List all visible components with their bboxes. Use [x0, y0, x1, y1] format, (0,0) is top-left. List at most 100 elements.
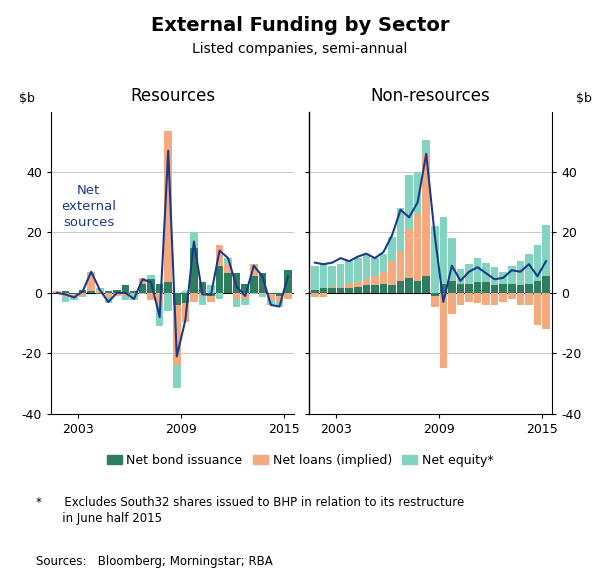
- Bar: [414, 281, 421, 293]
- Bar: [182, 291, 189, 293]
- Bar: [337, 287, 344, 288]
- Bar: [130, 291, 138, 293]
- Bar: [88, 272, 95, 274]
- Bar: [96, 291, 104, 293]
- Bar: [62, 291, 70, 293]
- Bar: [190, 248, 197, 293]
- Bar: [104, 293, 112, 298]
- Bar: [182, 293, 189, 303]
- Bar: [250, 293, 257, 295]
- Bar: [311, 293, 319, 298]
- Bar: [440, 284, 447, 293]
- Bar: [431, 227, 439, 293]
- Bar: [199, 293, 206, 296]
- Bar: [259, 274, 266, 293]
- Bar: [173, 293, 181, 305]
- Text: Listed companies, semi-annual: Listed companies, semi-annual: [193, 42, 407, 56]
- Bar: [216, 245, 223, 266]
- Bar: [224, 264, 232, 274]
- Bar: [284, 293, 292, 299]
- Bar: [70, 293, 78, 295]
- Bar: [346, 261, 353, 284]
- Bar: [148, 293, 155, 301]
- Bar: [199, 282, 206, 293]
- Bar: [491, 285, 499, 293]
- Bar: [113, 290, 121, 293]
- Bar: [457, 293, 464, 305]
- Bar: [457, 269, 464, 284]
- Bar: [371, 258, 379, 276]
- Bar: [388, 285, 396, 293]
- Bar: [104, 298, 112, 303]
- Bar: [499, 293, 507, 302]
- Bar: [474, 282, 481, 293]
- Bar: [397, 251, 404, 281]
- Bar: [491, 293, 499, 305]
- Bar: [96, 293, 104, 295]
- Bar: [53, 291, 61, 293]
- Bar: [525, 293, 533, 305]
- Bar: [250, 264, 257, 276]
- Bar: [371, 285, 379, 293]
- Bar: [525, 284, 533, 293]
- Bar: [371, 276, 379, 285]
- Bar: [311, 290, 319, 293]
- Text: External Funding by Sector: External Funding by Sector: [151, 16, 449, 35]
- Bar: [275, 296, 283, 302]
- Bar: [448, 281, 455, 293]
- Bar: [491, 267, 499, 285]
- Bar: [354, 258, 362, 282]
- Bar: [88, 274, 95, 291]
- Text: $b: $b: [576, 93, 592, 106]
- Bar: [533, 293, 541, 325]
- Bar: [354, 282, 362, 287]
- Bar: [122, 296, 129, 301]
- Bar: [224, 274, 232, 293]
- Bar: [337, 264, 344, 287]
- Bar: [148, 279, 155, 293]
- Bar: [233, 274, 241, 293]
- Bar: [96, 288, 104, 291]
- Bar: [337, 288, 344, 293]
- Bar: [508, 284, 515, 293]
- Bar: [346, 288, 353, 293]
- Bar: [533, 245, 541, 281]
- Bar: [233, 299, 241, 306]
- Bar: [199, 296, 206, 305]
- Bar: [465, 293, 473, 302]
- Bar: [414, 214, 421, 281]
- Bar: [362, 279, 370, 285]
- Bar: [113, 293, 121, 296]
- Bar: [156, 284, 163, 293]
- Bar: [320, 293, 328, 298]
- Bar: [241, 284, 249, 293]
- Bar: [122, 293, 129, 296]
- Bar: [397, 208, 404, 251]
- Bar: [130, 295, 138, 301]
- Bar: [517, 293, 524, 305]
- Bar: [250, 276, 257, 293]
- Bar: [267, 295, 275, 301]
- Bar: [346, 284, 353, 288]
- Bar: [148, 275, 155, 279]
- Bar: [207, 285, 215, 293]
- Bar: [320, 264, 328, 288]
- Bar: [104, 291, 112, 293]
- Bar: [508, 266, 515, 284]
- Bar: [517, 261, 524, 285]
- Bar: [259, 295, 266, 298]
- Bar: [465, 264, 473, 284]
- Bar: [275, 293, 283, 296]
- Bar: [207, 293, 215, 296]
- Bar: [517, 285, 524, 293]
- Bar: [474, 258, 481, 282]
- Bar: [173, 366, 181, 388]
- Bar: [380, 284, 387, 293]
- Bar: [164, 282, 172, 293]
- Bar: [190, 232, 197, 248]
- Text: in June half 2015: in June half 2015: [36, 512, 162, 525]
- Bar: [79, 296, 86, 298]
- Bar: [380, 272, 387, 284]
- Bar: [320, 288, 328, 293]
- Bar: [440, 217, 447, 284]
